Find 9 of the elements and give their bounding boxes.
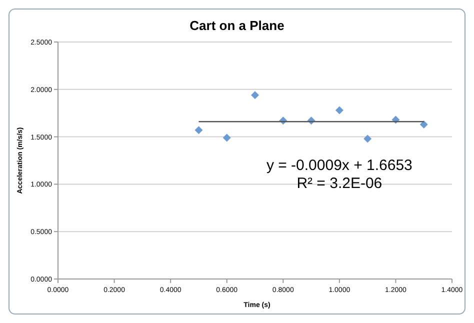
point	[420, 120, 428, 128]
point	[222, 134, 231, 142]
point	[194, 126, 203, 134]
point	[251, 91, 259, 100]
annotation: R² = 3.2E-06	[296, 174, 382, 192]
annotation: y = -0.0009x + 1.6653	[266, 156, 412, 174]
point	[364, 134, 372, 143]
chart-title: Cart on a Plane	[190, 18, 284, 33]
point	[335, 106, 344, 114]
